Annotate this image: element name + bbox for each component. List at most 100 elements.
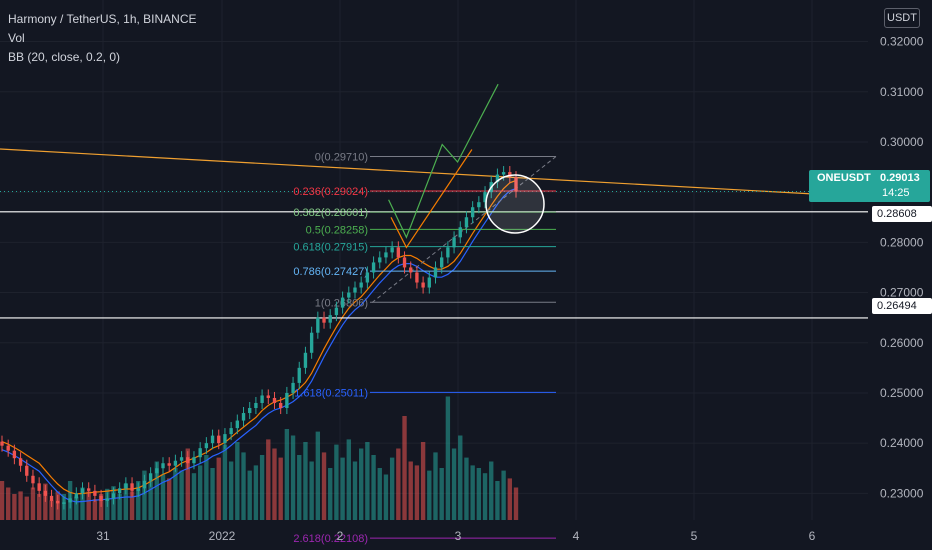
time-tick-1: 2022	[209, 529, 236, 543]
price-tick-0: 0.32000	[880, 35, 924, 49]
volume-bar-52	[321, 452, 327, 520]
volume-bar-0	[0, 481, 5, 520]
volume-bar-40	[247, 470, 252, 520]
trend-line[interactable]	[0, 148, 869, 198]
candle-body-47	[291, 382, 295, 393]
candle-body-4	[25, 465, 29, 476]
candle-body-22	[136, 488, 140, 491]
candle-body-11	[68, 498, 72, 503]
projection-paths[interactable]	[388, 83, 545, 249]
price-axis[interactable]: 0.320000.310000.300000.290000.280000.270…	[880, 35, 924, 501]
candle-body-12	[74, 493, 78, 499]
currency-unit-button[interactable]: USDT	[884, 8, 920, 28]
bb-upper-line	[1, 179, 517, 495]
time-axis[interactable]: 31 2022 2 3 4 5 6	[96, 529, 815, 543]
volume-bar-48	[297, 455, 302, 520]
volume-bar-57	[352, 461, 358, 520]
candle-body-15	[93, 490, 97, 496]
level-label-2[interactable]: 0.26494	[872, 298, 932, 314]
last-price-tag[interactable]: ONEUSDT 0.29013 14:25	[809, 170, 930, 202]
candle-body-31	[192, 457, 196, 464]
candle-body-53	[328, 315, 332, 323]
candle-body-50	[309, 332, 314, 353]
fib-label-1: 0.236(0.29024)	[293, 186, 368, 198]
fib-label-3: 0.5(0.28258)	[306, 224, 368, 236]
volume-bar-73	[451, 448, 457, 520]
candle-body-72	[446, 247, 450, 258]
candle-body-23	[142, 480, 147, 489]
volume-bar-5	[30, 487, 36, 520]
volume-bar-15	[92, 499, 98, 520]
volume-bar-2	[12, 494, 17, 520]
candle-body-63	[390, 247, 394, 253]
candle-body-59	[365, 272, 370, 283]
candle-body-49	[303, 352, 308, 368]
candle-body-76	[470, 207, 475, 218]
candles	[0, 166, 518, 510]
volume-bar-29	[179, 470, 184, 520]
volume-bar-16	[98, 494, 104, 520]
volume-bar-82	[507, 478, 512, 520]
last-price-value: 0.29013	[880, 172, 920, 184]
candle-body-32	[198, 448, 202, 458]
volume-indicator-label[interactable]: Vol	[8, 31, 25, 45]
candle-body-17	[105, 498, 109, 501]
price-tick-8: 0.24000	[880, 436, 924, 450]
symbol-title[interactable]: Harmony / TetherUS, 1h, BINANCE	[8, 12, 197, 26]
volume-bar-35	[216, 457, 221, 520]
volume-bar-38	[235, 442, 240, 520]
price-tick-6: 0.26000	[880, 336, 924, 350]
candle-body-44	[272, 397, 277, 403]
time-tick-6: 6	[809, 529, 816, 543]
horizontal-levels[interactable]	[0, 190, 868, 319]
bb-lower-line	[1, 188, 517, 503]
volume-bar-24	[148, 481, 153, 520]
volume-bar-79	[489, 461, 494, 520]
volume-bar-27	[167, 478, 172, 520]
volume-bar-80	[495, 481, 500, 520]
volume-bar-32	[197, 465, 203, 520]
level-label-1[interactable]: 0.28608	[872, 206, 932, 222]
volume-bar-81	[501, 470, 506, 520]
candle-body-74	[458, 227, 462, 238]
highlight-circle	[485, 174, 545, 234]
volume-bar-33	[204, 455, 209, 520]
candle-body-60	[371, 262, 376, 273]
volume-bar-53	[328, 468, 333, 520]
candle-body-51	[316, 317, 320, 333]
volume-bar-22	[136, 481, 141, 520]
candle-body-9	[56, 500, 60, 504]
fibonacci-levels[interactable]: 0(0.29710) 0.236(0.29024) 0.382(0.28601) 0.…	[293, 152, 557, 546]
time-tick-3: 3	[455, 529, 462, 543]
candle-body-37	[229, 428, 233, 435]
orange-projection-path	[390, 149, 473, 249]
volume-bar-47	[290, 435, 296, 520]
volume-bar-4	[24, 496, 29, 520]
volume-bar-23	[142, 470, 147, 520]
candle-body-13	[80, 488, 85, 494]
price-tick-5: 0.27000	[880, 286, 924, 300]
volume-bar-3	[18, 491, 23, 520]
fib-label-7: 1.618(0.25011)	[294, 387, 368, 399]
volume-bar-58	[358, 448, 364, 520]
volume-bar-43	[266, 439, 271, 520]
volume-bar-1	[6, 487, 11, 520]
volume-bar-26	[160, 474, 166, 520]
candle-body-66	[409, 267, 413, 273]
candle-body-8	[49, 495, 54, 501]
volume-bar-31	[191, 473, 197, 520]
volume-bar-56	[346, 439, 351, 520]
volume-bar-50	[309, 461, 314, 520]
price-tick-1: 0.31000	[880, 85, 924, 99]
volume-bar-74	[458, 435, 463, 520]
volume-bar-83	[513, 487, 519, 520]
price-tick-4: 0.28000	[880, 235, 924, 249]
bb-indicator-label[interactable]: BB (20, close, 0.2, 0)	[8, 50, 121, 64]
volume-bar-61	[377, 468, 382, 520]
candle-body-65	[402, 257, 407, 268]
price-tick-2: 0.30000	[880, 135, 924, 149]
fib-label-0: 0(0.29710)	[315, 152, 368, 164]
volume-bar-34	[210, 468, 215, 520]
